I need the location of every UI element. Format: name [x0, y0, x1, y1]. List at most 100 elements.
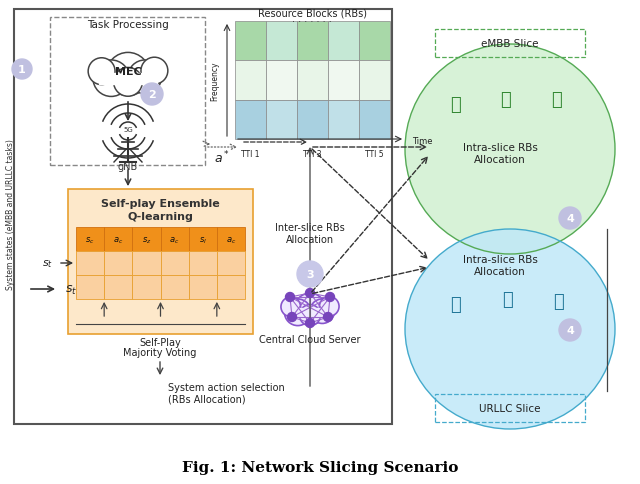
- Bar: [189, 275, 217, 300]
- Text: · · · · · · ·: · · · · · · ·: [292, 17, 332, 27]
- Bar: [328, 61, 359, 101]
- Circle shape: [106, 53, 150, 96]
- Bar: [189, 227, 217, 252]
- Text: 🩺: 🩺: [552, 292, 563, 310]
- Text: Self-Play: Self-Play: [139, 337, 181, 348]
- Circle shape: [305, 289, 314, 298]
- Bar: [297, 61, 328, 101]
- Circle shape: [287, 313, 296, 322]
- Text: URLLC Slice: URLLC Slice: [479, 403, 541, 413]
- Bar: [50, 18, 205, 166]
- Bar: [289, 308, 331, 317]
- Bar: [266, 61, 297, 101]
- Text: $s_t$: $s_t$: [65, 283, 77, 296]
- Bar: [328, 101, 359, 140]
- Bar: [435, 30, 585, 58]
- Text: MEC: MEC: [115, 67, 141, 77]
- Bar: [68, 190, 253, 334]
- Text: TTI 1: TTI 1: [241, 150, 260, 159]
- Circle shape: [141, 84, 163, 106]
- Text: Allocation: Allocation: [474, 155, 526, 165]
- Ellipse shape: [405, 45, 615, 255]
- Text: 3: 3: [306, 270, 314, 279]
- Text: Allocation: Allocation: [286, 235, 334, 244]
- Text: Central Cloud Server: Central Cloud Server: [259, 334, 361, 344]
- Bar: [266, 22, 297, 61]
- Text: 🚗: 🚗: [450, 295, 460, 313]
- Bar: [76, 252, 104, 275]
- Bar: [217, 252, 245, 275]
- Bar: [359, 101, 390, 140]
- Circle shape: [141, 58, 168, 85]
- Text: TTI 3: TTI 3: [303, 150, 322, 159]
- Bar: [217, 275, 245, 300]
- Text: $a^*$: $a^*$: [214, 150, 230, 166]
- Circle shape: [323, 313, 333, 322]
- Bar: [161, 252, 189, 275]
- Bar: [359, 61, 390, 101]
- Text: Resource Blocks (RBs): Resource Blocks (RBs): [257, 9, 367, 19]
- Text: Q-learning: Q-learning: [127, 212, 193, 222]
- Text: Majority Voting: Majority Voting: [124, 348, 196, 357]
- Bar: [217, 227, 245, 252]
- Text: Fig. 1: Network Slicing Scenario: Fig. 1: Network Slicing Scenario: [182, 460, 458, 474]
- Text: Allocation: Allocation: [474, 267, 526, 276]
- Text: gNB: gNB: [118, 162, 138, 172]
- Bar: [132, 275, 161, 300]
- Circle shape: [285, 293, 294, 302]
- Circle shape: [305, 319, 314, 328]
- Bar: [99, 74, 157, 85]
- Text: Task Processing: Task Processing: [87, 20, 169, 30]
- Bar: [104, 252, 132, 275]
- Circle shape: [300, 305, 321, 326]
- Text: Frequency: Frequency: [211, 61, 220, 101]
- Circle shape: [294, 294, 326, 325]
- Bar: [235, 61, 266, 101]
- Bar: [328, 22, 359, 61]
- Text: 4: 4: [566, 325, 574, 335]
- Bar: [132, 227, 161, 252]
- Text: System action selection: System action selection: [168, 382, 285, 392]
- Circle shape: [93, 61, 129, 97]
- Text: $s_t$: $s_t$: [42, 257, 53, 269]
- Circle shape: [88, 59, 115, 86]
- Text: TTI 5: TTI 5: [365, 150, 384, 159]
- Text: $s_l$: $s_l$: [199, 235, 207, 246]
- Bar: [297, 101, 328, 140]
- Text: 📱: 📱: [500, 91, 510, 109]
- Text: $a_c$: $a_c$: [226, 235, 236, 246]
- Text: 💻: 💻: [552, 91, 563, 109]
- Text: Intra-slice RBs: Intra-slice RBs: [463, 255, 538, 264]
- Text: eMBB Slice: eMBB Slice: [481, 39, 539, 49]
- Circle shape: [326, 293, 335, 302]
- Bar: [435, 394, 585, 422]
- Text: (RBs Allocation): (RBs Allocation): [168, 394, 246, 404]
- Circle shape: [114, 68, 143, 97]
- Text: $a_c$: $a_c$: [113, 235, 124, 246]
- Bar: [235, 22, 266, 61]
- Bar: [266, 101, 297, 140]
- Bar: [132, 252, 161, 275]
- Text: System states (eMBB and URLLC tasks): System states (eMBB and URLLC tasks): [6, 139, 15, 290]
- Bar: [76, 227, 104, 252]
- Text: Intra-slice RBs: Intra-slice RBs: [463, 143, 538, 152]
- Text: $a_c$: $a_c$: [170, 235, 180, 246]
- Circle shape: [12, 60, 32, 80]
- Bar: [14, 10, 392, 424]
- Text: 5G: 5G: [123, 127, 133, 133]
- Circle shape: [128, 61, 162, 94]
- Text: Time: Time: [412, 137, 433, 146]
- Text: $s_c$: $s_c$: [85, 235, 95, 246]
- Circle shape: [284, 300, 311, 326]
- Text: 4: 4: [566, 213, 574, 224]
- Text: Self-play Ensemble: Self-play Ensemble: [100, 198, 220, 209]
- Bar: [189, 252, 217, 275]
- Bar: [104, 275, 132, 300]
- Circle shape: [559, 208, 581, 229]
- Bar: [161, 227, 189, 252]
- Bar: [235, 101, 266, 140]
- Bar: [297, 22, 328, 61]
- Text: 🖥: 🖥: [502, 290, 513, 308]
- Text: 🥽: 🥽: [450, 96, 460, 114]
- Bar: [76, 275, 104, 300]
